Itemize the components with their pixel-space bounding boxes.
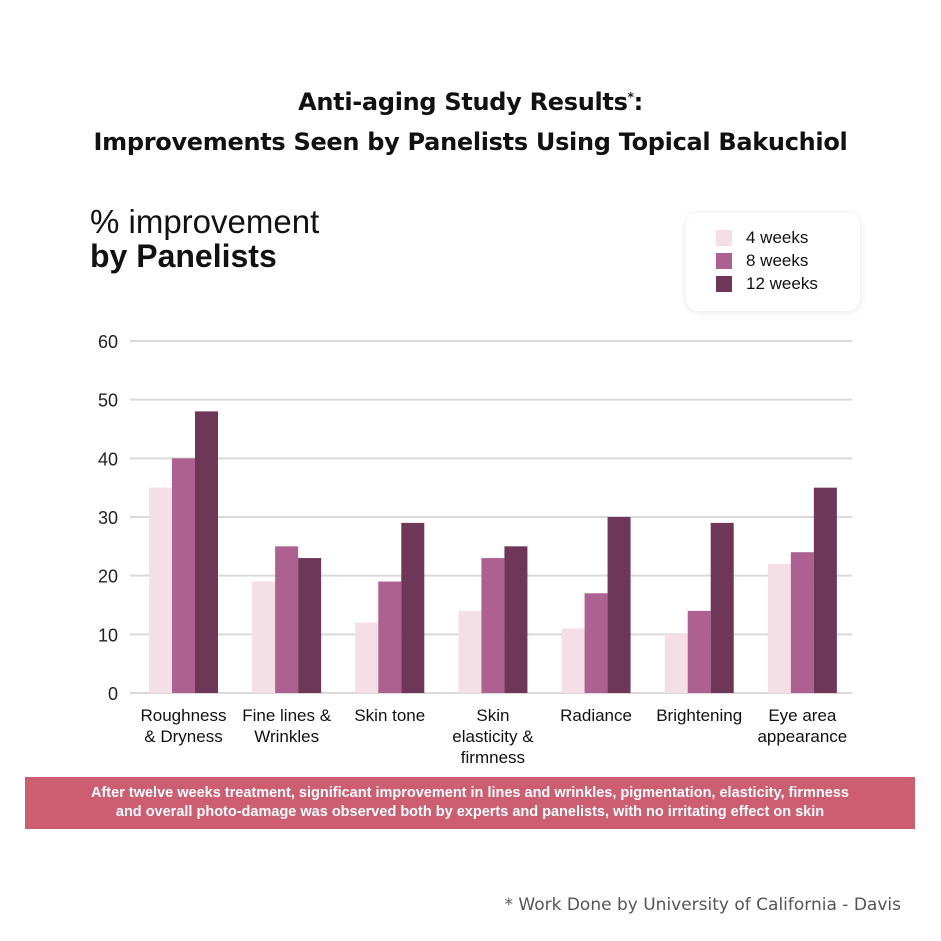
bar-12-weeks-3 — [504, 546, 528, 693]
footnote: * Work Done by University of California … — [504, 895, 901, 915]
bar-4-weeks-1 — [252, 581, 276, 693]
legend-swatch — [716, 253, 732, 269]
y-tick-label: 50 — [98, 391, 118, 411]
chart-subtitle: % improvement by Panelists — [90, 203, 320, 274]
legend-label: 12 weeks — [746, 274, 818, 293]
y-tick-label: 0 — [108, 684, 118, 704]
chart-legend: 4 weeks 8 weeks 12 weeks — [686, 213, 860, 311]
bar-12-weeks-6 — [813, 487, 837, 693]
title-colon: : — [633, 88, 644, 116]
x-tick-label: Fine lines & Wrinkles — [232, 705, 342, 747]
bar-4-weeks-4 — [561, 628, 585, 693]
bar-8-weeks-2 — [378, 581, 402, 693]
x-tick-label-line: Radiance — [560, 706, 632, 725]
x-tick-label: Radiance — [541, 705, 651, 726]
legend-item-8-weeks: 8 weeks — [716, 251, 808, 271]
summary-banner: After twelve weeks treatment, significan… — [25, 777, 915, 829]
x-tick-label: Skin tone — [335, 705, 445, 726]
x-tick-label-line: Skin tone — [354, 706, 426, 725]
x-tick-label-line: & Dryness — [144, 727, 223, 746]
banner-line2: and overall photo-damage was observed bo… — [115, 804, 825, 820]
x-tick-label-line: elasticity & — [452, 727, 534, 746]
x-tick-label-line: Roughness — [140, 706, 227, 725]
legend-label: 8 weeks — [746, 251, 809, 270]
legend-label: 4 weeks — [746, 228, 809, 247]
x-tick-label-line: firmness — [460, 748, 526, 767]
bar-12-weeks-5 — [710, 522, 734, 693]
bar-12-weeks-0 — [195, 411, 218, 693]
chart-title-line2: Improvements Seen by Panelists Using Top… — [93, 128, 848, 156]
bar-8-weeks-3 — [481, 558, 505, 693]
bar-12-weeks-1 — [298, 558, 322, 693]
bar-12-weeks-2 — [401, 522, 425, 693]
x-tick-label-line: Brightening — [656, 706, 743, 725]
x-tick-label: Roughness & Dryness — [129, 705, 239, 747]
x-tick-label-line: Wrinkles — [254, 727, 320, 746]
x-tick-label: Eye area appearance — [747, 705, 857, 747]
bar-4-weeks-5 — [664, 634, 688, 693]
bar-4-weeks-6 — [767, 563, 791, 693]
title-asterisk: * — [627, 90, 634, 104]
bar-12-weeks-4 — [607, 517, 631, 693]
x-tick-label-line: Skin — [476, 706, 510, 725]
legend-item-12-weeks: 12 weeks — [716, 274, 818, 294]
x-tick-label-line: appearance — [757, 727, 848, 746]
chart-title-line1: Anti-aging Study Results*: — [0, 88, 941, 116]
bar-8-weeks-6 — [790, 552, 814, 693]
bar-8-weeks-1 — [275, 546, 299, 693]
banner-line1: After twelve weeks treatment, significan… — [91, 785, 849, 801]
bar-4-weeks-3 — [458, 610, 482, 693]
y-tick-label: 10 — [98, 625, 118, 645]
bar-8-weeks-4 — [584, 593, 608, 693]
y-tick-label: 20 — [98, 567, 118, 587]
legend-item-4-weeks: 4 weeks — [716, 228, 808, 248]
x-tick-label: Skin elasticity & firmness — [438, 705, 548, 768]
x-tick-label-line: Fine lines & — [242, 706, 332, 725]
title-text: Anti-aging Study Results — [298, 88, 628, 116]
legend-swatch — [716, 230, 732, 246]
bar-8-weeks-0 — [172, 458, 195, 693]
y-tick-label: 60 — [98, 332, 118, 352]
y-tick-label: 30 — [98, 508, 118, 528]
legend-swatch — [716, 276, 732, 292]
x-tick-label-line: Eye area — [768, 706, 837, 725]
bar-8-weeks-5 — [687, 610, 711, 693]
subtitle-line2: by Panelists — [90, 238, 277, 274]
x-tick-label: Brightening — [644, 705, 754, 726]
bar-4-weeks-2 — [355, 622, 379, 693]
y-tick-label: 40 — [98, 449, 118, 469]
subtitle-line1: % improvement — [90, 203, 320, 240]
bar-4-weeks-0 — [149, 487, 172, 693]
